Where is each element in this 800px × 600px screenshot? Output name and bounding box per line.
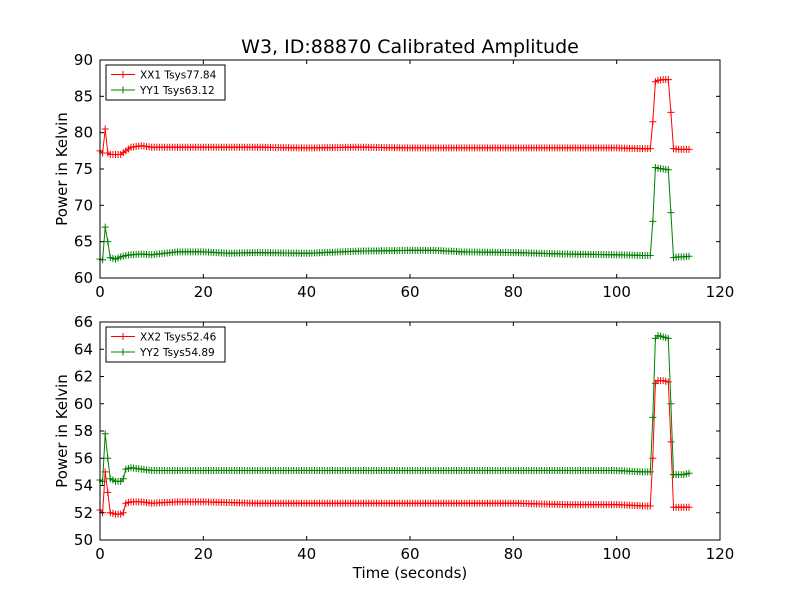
x-tick-label: 80 — [504, 545, 523, 563]
data-point-marker — [646, 145, 654, 153]
data-point-marker — [119, 475, 127, 483]
y-tick-label: 85 — [74, 87, 93, 105]
data-point-marker — [646, 468, 654, 476]
data-point-marker — [685, 145, 693, 153]
data-point-marker — [649, 413, 657, 421]
data-point-marker — [101, 223, 109, 231]
data-point-marker — [685, 252, 693, 260]
x-tick-label: 0 — [95, 545, 105, 563]
series-2 — [96, 164, 693, 264]
legend-marker-swatch — [119, 348, 127, 356]
x-tick-label: 20 — [194, 545, 213, 563]
legend-entry: YY1 Tsys63.12 — [111, 85, 215, 97]
y-tick-label: 58 — [74, 422, 93, 440]
data-point-marker — [664, 76, 672, 84]
y-tick-label: 54 — [74, 477, 93, 495]
y-tick-label: 66 — [74, 313, 93, 331]
chart-panels: 0 20 40 60 80 100 120 60 65 70 75 80 85 90 Power in Ke… — [53, 51, 734, 563]
y-axis-label: Power in Kelvin — [53, 374, 71, 488]
chart-title: W3, ID:88870 Calibrated Amplitude — [241, 36, 579, 58]
y-tick-label: 80 — [74, 124, 93, 142]
legend-box — [105, 326, 226, 363]
legend: XX1 Tsys77.84 YY1 Tsys63.12 — [105, 64, 226, 101]
y-tick-label: 52 — [74, 504, 93, 522]
y-tick-label: 90 — [74, 51, 93, 69]
x-tick-label: 0 — [95, 283, 105, 301]
x-tick-label: 20 — [194, 283, 213, 301]
data-point-marker — [649, 118, 657, 126]
legend-marker-swatch — [119, 333, 127, 340]
data-point-marker — [667, 209, 675, 217]
y-tick-label: 60 — [74, 269, 93, 287]
legend-box — [105, 64, 226, 101]
data-point-marker — [101, 430, 109, 438]
x-tick-label: 60 — [400, 545, 419, 563]
y-tick-label: 56 — [74, 449, 93, 467]
data-point-marker — [649, 217, 657, 225]
subplot-1: 0 20 40 60 80 100 120 60 65 70 75 80 85 90 Power in Ke… — [53, 51, 734, 301]
subplot-2: 0 20 40 60 80 100 120 50 52 54 56 58 60 62 64 66 Power i… — [53, 313, 734, 563]
data-point-marker — [119, 509, 127, 517]
data-point-marker — [664, 378, 672, 386]
x-axis-label: Time (seconds) — [352, 564, 468, 582]
y-tick-label: 65 — [74, 233, 93, 251]
data-point-marker — [104, 238, 112, 246]
legend-entry: XX1 Tsys77.84 — [111, 70, 217, 82]
data-point-marker — [667, 108, 675, 116]
x-tick-label: 100 — [602, 283, 631, 301]
x-tick-label: 120 — [706, 283, 735, 301]
data-point-marker — [667, 400, 675, 408]
x-tick-label: 120 — [706, 545, 735, 563]
data-point-marker — [685, 469, 693, 477]
series-2 — [96, 332, 693, 485]
legend: XX2 Tsys52.46 YY2 Tsys54.89 — [105, 326, 226, 363]
data-point-marker — [101, 125, 109, 133]
y-tick-label: 50 — [74, 531, 93, 549]
x-tick-label: 40 — [297, 283, 316, 301]
y-tick-label: 64 — [74, 340, 93, 358]
legend-label: YY2 Tsys54.89 — [139, 347, 215, 359]
legend-label: XX1 Tsys77.84 — [140, 70, 217, 82]
y-axis-label: Power in Kelvin — [53, 112, 71, 226]
x-tick-label: 80 — [504, 283, 523, 301]
data-point-marker — [685, 503, 693, 511]
data-point-marker — [646, 502, 654, 510]
data-point-marker — [646, 251, 654, 259]
legend-marker-swatch — [119, 86, 127, 94]
y-tick-label: 75 — [74, 160, 93, 178]
y-tick-label: 62 — [74, 368, 93, 386]
legend-label: YY1 Tsys63.12 — [139, 85, 215, 97]
legend-label: XX2 Tsys52.46 — [140, 332, 217, 344]
data-point-marker — [104, 454, 112, 462]
data-point-marker — [667, 438, 675, 446]
series-1 — [96, 377, 693, 518]
legend-entry: YY2 Tsys54.89 — [111, 347, 215, 359]
y-tick-label: 60 — [74, 395, 93, 413]
series-1 — [96, 76, 693, 158]
x-tick-label: 60 — [400, 283, 419, 301]
x-tick-label: 40 — [297, 545, 316, 563]
x-tick-label: 100 — [602, 545, 631, 563]
legend-entry: XX2 Tsys52.46 — [111, 332, 217, 344]
y-tick-label: 70 — [74, 196, 93, 214]
data-point-marker — [664, 166, 672, 174]
data-point-marker — [104, 488, 112, 496]
legend-marker-swatch — [119, 71, 127, 78]
data-point-marker — [664, 334, 672, 342]
